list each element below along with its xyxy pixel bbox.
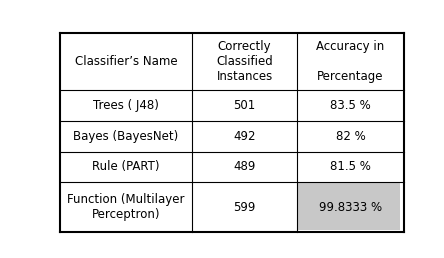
Bar (59, 151, 192, 182)
Bar (297, 182, 404, 232)
Bar (192, 121, 297, 151)
Text: 99.8333 %: 99.8333 % (319, 201, 382, 214)
Bar (297, 121, 404, 151)
Bar (297, 151, 404, 182)
Text: 501: 501 (234, 99, 256, 112)
Bar (192, 33, 297, 90)
Text: 492: 492 (234, 130, 256, 143)
Bar (192, 151, 297, 182)
Bar (59, 33, 192, 90)
Text: Rule (PART): Rule (PART) (92, 160, 160, 173)
Bar (59, 121, 192, 151)
Bar (192, 90, 297, 121)
Text: 82 %: 82 % (336, 130, 365, 143)
Bar (297, 33, 404, 90)
Text: Bayes (BayesNet): Bayes (BayesNet) (73, 130, 178, 143)
Text: Trees ( J48): Trees ( J48) (93, 99, 159, 112)
Text: 81.5 %: 81.5 % (330, 160, 371, 173)
Bar (59, 90, 192, 121)
Bar (59, 182, 192, 232)
Text: Correctly
Classified
Instances: Correctly Classified Instances (216, 40, 273, 83)
Text: 489: 489 (234, 160, 256, 173)
Bar (192, 182, 297, 232)
Text: Classifier’s Name: Classifier’s Name (75, 55, 177, 68)
Text: Function (Multilayer
Perceptron): Function (Multilayer Perceptron) (67, 193, 185, 221)
Text: Accuracy in

Percentage: Accuracy in Percentage (316, 40, 385, 83)
Text: 599: 599 (234, 201, 256, 214)
Text: 83.5 %: 83.5 % (330, 99, 371, 112)
Bar (297, 90, 404, 121)
